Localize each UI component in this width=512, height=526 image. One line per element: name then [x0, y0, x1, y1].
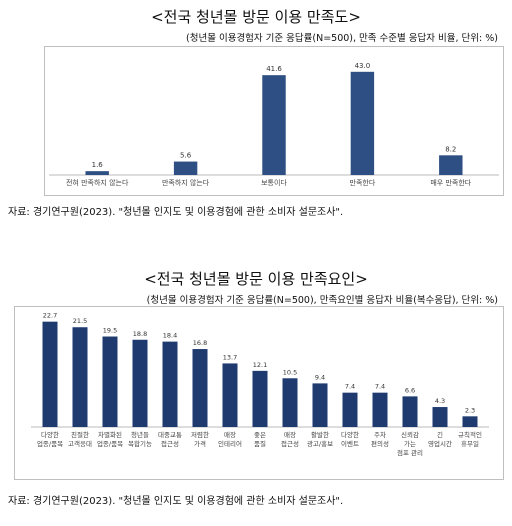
- chart2-source: 자료: 경기연구원(2023). "청년몰 인지도 및 이용경험에 관한 소비자…: [8, 496, 344, 507]
- chart1-source: 자료: 경기연구원(2023). "청년몰 인지도 및 이용경험에 관한 소비자…: [8, 207, 344, 218]
- chart2-value-label: 6.6: [405, 386, 415, 394]
- chart2-category-label: 광고/홍보: [307, 439, 333, 448]
- chart2-value-label: 10.5: [283, 368, 297, 376]
- chart2-category-label: 규칙적인: [458, 430, 482, 439]
- chart2-category-label: 가격: [194, 439, 206, 448]
- chart1-bar: [173, 161, 198, 175]
- chart2-category-label: 매장: [224, 430, 236, 439]
- chart2-category-label: 가는: [404, 439, 416, 448]
- chart2-bar: [162, 341, 178, 427]
- chart2-category-label: 활발한: [311, 430, 329, 439]
- chart2-bar: [402, 396, 418, 427]
- chart2-bar: [102, 336, 118, 427]
- chart1-category-label: 전혀 만족하지 않는다: [66, 178, 129, 187]
- chart1-value-label: 5.6: [180, 152, 192, 160]
- chart2-title: <전국 청년몰 방문 이용 만족요인>: [144, 270, 368, 288]
- chart2-value-label: 13.7: [223, 353, 237, 361]
- chart2-bar: [42, 321, 58, 427]
- chart2-value-label: 9.4: [315, 373, 325, 381]
- chart1-bar: [262, 75, 286, 175]
- chart1-value-label: 1.6: [92, 161, 104, 169]
- chart1-category-label: 만족하지 않는다: [162, 178, 210, 187]
- chart1-plot: 1.6 전혀 만족하지 않는다 5.6 만족하지 않는다 41.6 보통이다 43.0 만족한…: [49, 62, 499, 187]
- chart2-value-label: 18.8: [133, 330, 147, 338]
- chart2-value-label: 2.3: [465, 406, 475, 414]
- chart2-category-label: 접근성: [161, 439, 179, 448]
- chart2-bar: [312, 383, 328, 427]
- chart2-value-label: 7.4: [375, 383, 385, 391]
- chart2-category-label: 신뢰감: [401, 430, 419, 439]
- chart2-category-label: 고객응대: [68, 439, 92, 448]
- chart2-category-label: 긴: [437, 430, 443, 439]
- chart2-bar: [462, 416, 478, 427]
- chart1-bar: [85, 171, 109, 175]
- chart2-bar: [252, 370, 268, 427]
- chart1-value-label: 41.6: [266, 65, 282, 73]
- chart2-category-label: 업종/품목: [97, 440, 123, 448]
- chart2-category-label: 대중교통: [158, 431, 182, 439]
- chart2-category-label: 이벤트: [341, 439, 359, 448]
- chart1-category-label: 보통이다: [261, 178, 287, 187]
- chart2-value-label: 12.1: [253, 361, 267, 369]
- chart2-category-label: 복합기능: [128, 439, 152, 448]
- chart2-bar: [72, 327, 88, 427]
- chart2-bar: [372, 392, 388, 427]
- chart1-value-label: 8.2: [445, 145, 456, 153]
- chart2-category-label: 다양한: [41, 430, 59, 439]
- chart1-bar: [439, 155, 463, 175]
- chart2-frame: 22.7 다양한 업종/품목 21.5 친절한 고객응대 19.5 차별화된 업종/품목 18.8…: [14, 306, 504, 480]
- chart2-bar: [132, 339, 148, 427]
- chart2-bar: [222, 363, 238, 427]
- chart2-value-label: 16.8: [193, 339, 207, 347]
- chart2-category-label: 영업시간: [428, 439, 452, 448]
- chart2-bar: [192, 349, 208, 427]
- chart2-bar: [432, 407, 448, 427]
- chart2-plot: 22.7다양한업종/품목21.5친절한고객응대19.5차별화된업종/품목18.8…: [31, 312, 489, 457]
- chart2-category-label: 품질: [254, 440, 266, 448]
- chart2-category-label: 다양한: [341, 430, 359, 439]
- chart1-frame: 1.6 전혀 만족하지 않는다 5.6 만족하지 않는다 41.6 보통이다 43.0 만족한…: [44, 46, 504, 196]
- chart2-category-label: 매장: [284, 430, 296, 439]
- chart2-category-label: 친절한: [71, 430, 89, 439]
- chart1-bar: [350, 71, 375, 175]
- chart2-category-label: 점포 관리: [397, 448, 423, 457]
- chart2-category-label: 인테리어: [218, 439, 242, 448]
- chart2-value-label: 22.7: [43, 312, 57, 320]
- chart1-category-label: 매우 만족한다: [430, 178, 471, 187]
- chart2-category-label: 주차: [374, 430, 386, 439]
- chart2-subtitle: (청년몰 이용경험자 기준 응답률(N=500), 만족요인별 응답자 비율(복…: [146, 295, 498, 306]
- chart2-bar: [282, 378, 298, 427]
- chart2-category-label: 좋은: [254, 431, 266, 439]
- chart2-category-label: 청년들: [131, 430, 149, 439]
- chart2-value-label: 19.5: [103, 327, 117, 335]
- chart1-title: <전국 청년몰 방문 이용 만족도>: [151, 8, 361, 26]
- chart2-category-label: 편의성: [371, 439, 389, 448]
- chart2-bar: [342, 392, 358, 427]
- chart2-value-label: 4.3: [435, 397, 445, 405]
- chart1-value-label: 43.0: [355, 62, 371, 70]
- chart1-category-label: 만족한다: [350, 178, 376, 187]
- chart2-value-label: 7.4: [345, 383, 355, 391]
- chart2-category-label: 업종/품목: [37, 440, 63, 448]
- chart2-value-label: 18.4: [163, 332, 177, 340]
- chart2-value-label: 21.5: [73, 317, 87, 325]
- chart2-category-label: 저렴한: [191, 430, 209, 439]
- chart2-category-label: 휴무일: [461, 439, 479, 448]
- chart2-category-label: 차별화된: [98, 430, 122, 439]
- chart2-category-label: 접근성: [281, 439, 299, 448]
- chart1-subtitle: (청년몰 이용경험자 기준 응답률(N=500), 만족 수준별 응답자 비율,…: [186, 33, 498, 44]
